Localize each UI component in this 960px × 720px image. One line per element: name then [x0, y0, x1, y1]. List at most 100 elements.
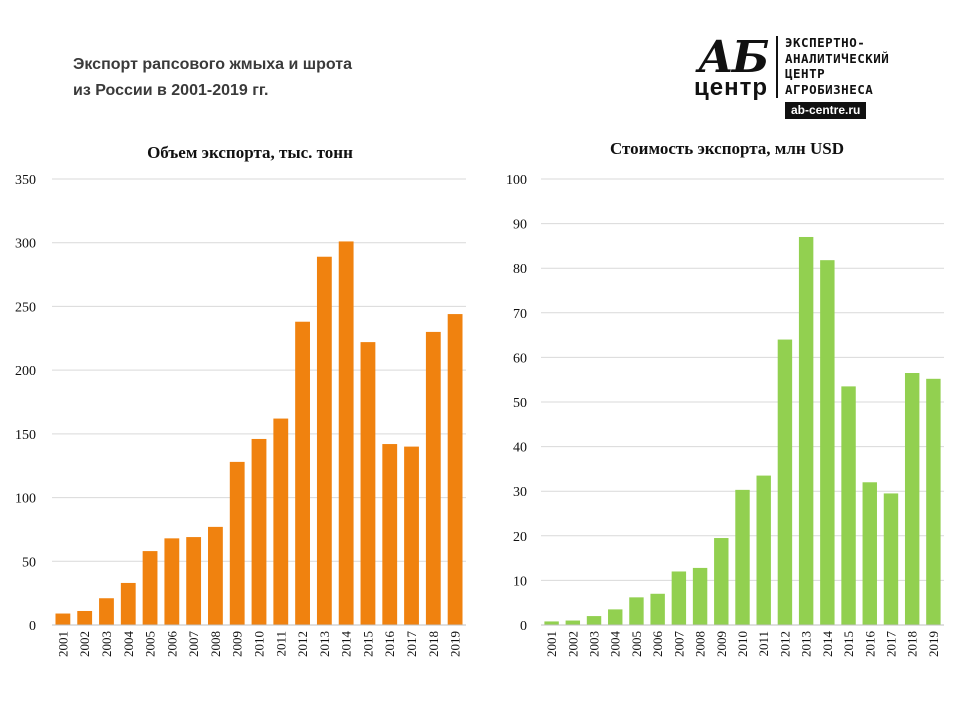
- x-tick-label: 2011: [756, 631, 771, 657]
- bar: [586, 616, 602, 625]
- y-tick-label: 0: [520, 619, 527, 634]
- y-tick-label: 300: [15, 237, 36, 252]
- bar: [316, 256, 332, 625]
- x-tick-label: 2009: [230, 631, 245, 657]
- x-tick-label: 2005: [143, 631, 158, 657]
- y-tick-label: 30: [513, 485, 527, 500]
- x-tick-label: 2007: [186, 631, 201, 658]
- bar: [425, 331, 441, 625]
- bar: [841, 386, 856, 625]
- bar: [164, 538, 180, 625]
- bar: [360, 342, 376, 625]
- bar: [382, 444, 398, 625]
- x-tick-label: 2015: [360, 631, 375, 657]
- x-tick-label: 2017: [404, 631, 419, 658]
- x-tick-label: 2002: [565, 631, 580, 657]
- chart-title: Объем экспорта, тыс. тонн: [147, 143, 353, 162]
- bar: [565, 620, 581, 625]
- y-tick-label: 100: [15, 492, 36, 507]
- x-tick-label: 2016: [382, 631, 397, 658]
- bar: [904, 373, 920, 625]
- bar: [692, 567, 708, 625]
- x-tick-label: 2004: [608, 631, 623, 658]
- y-tick-label: 40: [513, 441, 527, 456]
- main-title: Экспорт рапсового жмыха и шрота из Росси…: [73, 52, 352, 104]
- bar: [120, 582, 136, 625]
- x-tick-label: 2001: [544, 631, 559, 657]
- x-tick-label: 2012: [295, 631, 310, 657]
- value-chart: Стоимость экспорта, млн USD 0 10 20 30 40 50 60…: [506, 139, 944, 657]
- x-tick-label: 2008: [208, 631, 223, 657]
- y-tick-label: 150: [15, 428, 36, 443]
- bar: [544, 621, 559, 625]
- bar: [650, 593, 665, 625]
- y-tick-label: 0: [29, 619, 36, 634]
- y-tick-label: 50: [22, 555, 36, 570]
- bar: [798, 236, 814, 626]
- bar: [862, 482, 877, 625]
- bar: [756, 475, 771, 625]
- logo-text: ЭКСПЕРТНО- АНАЛИТИЧЕСКИЙ ЦЕНТР АГРОБИЗНЕ…: [785, 35, 889, 97]
- x-tick-label: 2009: [714, 631, 729, 657]
- x-tick-label: 2017: [883, 631, 898, 658]
- logo-mark-top: АБ: [698, 32, 769, 83]
- ab-centre-logo: АБ центр ЭКСПЕРТНО- АНАЛИТИЧЕСКИЙ ЦЕНТР …: [690, 32, 930, 122]
- logo-line-3: ЦЕНТР: [785, 66, 826, 81]
- y-tick-label: 80: [513, 262, 527, 277]
- logo-mark: АБ центр: [690, 32, 782, 102]
- bar: [714, 538, 729, 625]
- bar: [447, 314, 463, 625]
- bar: [820, 260, 835, 625]
- logo-line-4: АГРОБИЗНЕСА: [785, 81, 874, 97]
- logo-separator: [776, 36, 778, 98]
- x-tick-label: 2019: [926, 631, 941, 657]
- bar: [229, 461, 245, 625]
- chart-title: Стоимость экспорта, млн USD: [610, 139, 844, 158]
- x-tick-label: 2003: [99, 631, 114, 657]
- bar: [251, 438, 267, 625]
- x-tick-label: 2015: [841, 631, 856, 657]
- x-tick-label: 2010: [735, 631, 750, 657]
- x-tick-label: 2006: [164, 631, 179, 658]
- x-tick-label: 2014: [339, 631, 354, 658]
- x-tick-label: 2011: [273, 631, 288, 657]
- bar: [629, 597, 644, 625]
- x-tick-label: 2006: [650, 631, 665, 658]
- bar: [883, 493, 899, 625]
- x-tick-label: 2018: [905, 631, 920, 657]
- bar: [273, 418, 289, 625]
- bar: [404, 446, 419, 625]
- y-tick-label: 250: [15, 300, 36, 315]
- y-tick-label: 200: [15, 364, 36, 379]
- bar: [608, 609, 623, 625]
- x-tick-label: 2016: [862, 631, 877, 658]
- bar: [671, 571, 687, 625]
- volume-chart: Объем экспорта, тыс. тонн 0 50 100 150 200 250…: [15, 143, 466, 657]
- y-tick-label: 20: [513, 530, 527, 545]
- x-tick-label: 2018: [426, 631, 441, 657]
- bar: [208, 526, 223, 625]
- x-tick-label: 2008: [693, 631, 708, 657]
- logo-url: ab-centre.ru: [785, 102, 867, 119]
- bar: [926, 378, 941, 625]
- bar: [55, 613, 71, 625]
- logo-line-1: ЭКСПЕРТНО-: [785, 35, 866, 50]
- x-tick-label: 2007: [671, 631, 686, 658]
- bar: [77, 610, 93, 625]
- x-tick-label: 2010: [252, 631, 267, 657]
- x-tick-label: 2003: [587, 631, 602, 657]
- x-tick-label: 2019: [448, 631, 463, 657]
- y-tick-label: 100: [506, 173, 527, 188]
- bar: [338, 241, 354, 625]
- bar: [777, 339, 793, 625]
- y-tick-label: 350: [15, 173, 36, 188]
- y-tick-label: 50: [513, 396, 527, 411]
- logo-line-2: АНАЛИТИЧЕСКИЙ: [785, 50, 890, 66]
- x-tick-label: 2002: [77, 631, 92, 657]
- bar: [186, 537, 202, 625]
- bar: [99, 598, 114, 625]
- x-tick-label: 2013: [799, 631, 814, 657]
- y-tick-label: 60: [513, 351, 527, 366]
- x-tick-label: 2001: [55, 631, 70, 657]
